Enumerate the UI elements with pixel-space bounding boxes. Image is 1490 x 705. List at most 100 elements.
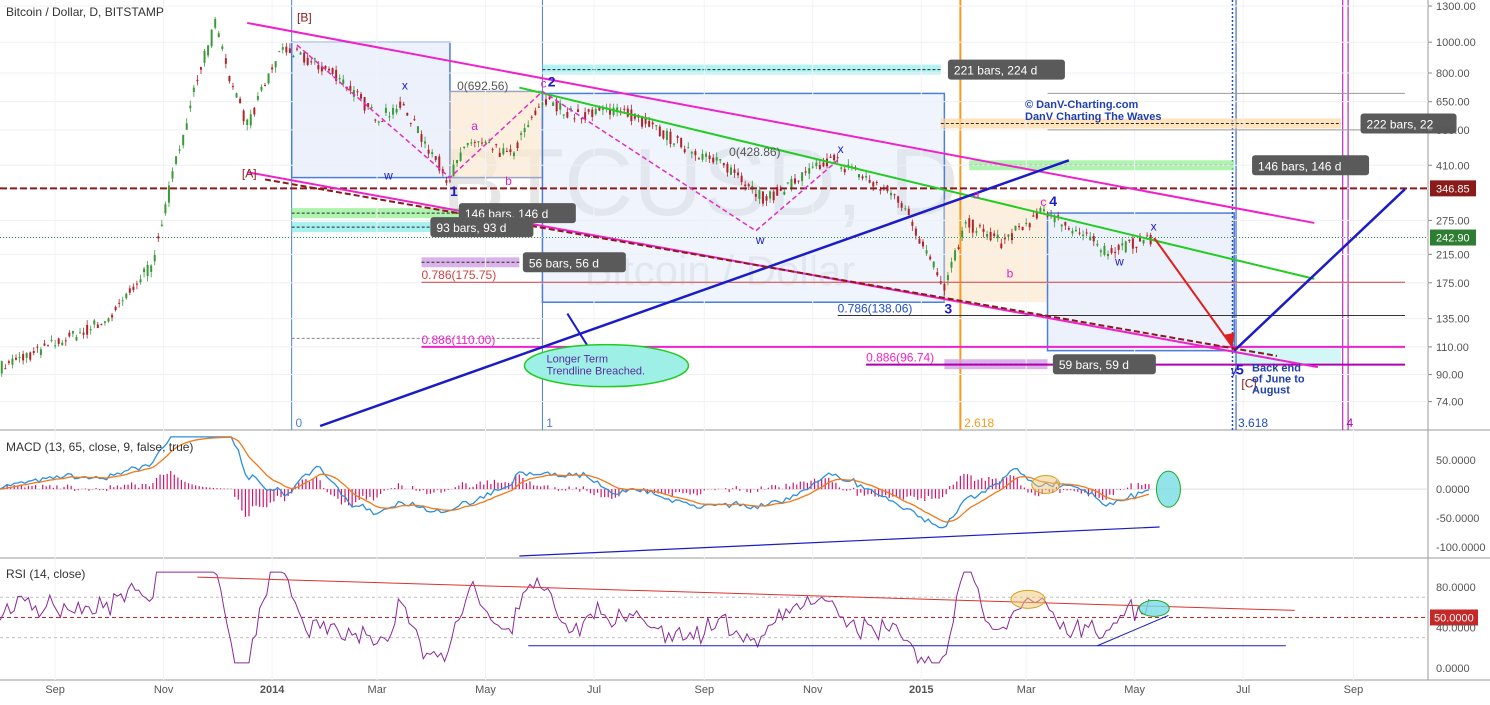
macd-tick-label: -50.0000 (1436, 513, 1479, 525)
candle-body (954, 250, 957, 261)
macd-tick-label: -100.0000 (1436, 542, 1486, 554)
candle-body (306, 57, 309, 66)
candle-body (29, 352, 32, 360)
candle-body (1131, 238, 1134, 249)
macd-highlight-1 (1031, 475, 1061, 495)
candle-body (22, 354, 25, 361)
candle-body (118, 302, 121, 304)
candle-body (1042, 209, 1045, 212)
fib-time-label-4: 4 (1347, 416, 1354, 430)
candle-body (552, 102, 555, 106)
candle-body (1078, 232, 1081, 234)
candle-body (626, 108, 629, 117)
rsi-tick-label: 40.0000 (1436, 623, 1476, 635)
y-tick-label: 275.00 (1436, 215, 1470, 227)
candle-body (676, 136, 679, 138)
candle-body (1142, 239, 1145, 244)
candle-body (922, 241, 925, 247)
candle-body (776, 187, 779, 196)
candle-body (929, 256, 932, 260)
candle-body (847, 164, 850, 167)
candle-body (388, 116, 391, 118)
candle-body (651, 122, 654, 125)
fib-time-label-2: 2.618 (964, 416, 994, 430)
fib-label-1: 0(428.86) (729, 145, 780, 159)
candle-body (402, 103, 405, 106)
candle-body (459, 152, 462, 161)
macd-highlight-2 (1155, 470, 1181, 508)
signal-line (0, 436, 1150, 523)
candle-body (562, 114, 565, 116)
candle-body (32, 351, 35, 353)
candle-body (89, 329, 92, 331)
x-tick-label: Sep (694, 684, 714, 696)
candle-body (328, 68, 331, 71)
candle-body (356, 91, 359, 93)
candle-body (1124, 241, 1127, 253)
candle-body (132, 286, 135, 291)
candle-body (566, 112, 569, 118)
candle-body (367, 103, 370, 107)
candle-body (1003, 237, 1006, 240)
candle-body (875, 181, 878, 183)
y-tick-label: 215.00 (1436, 249, 1470, 261)
wave-label-18: w (1114, 255, 1124, 269)
candle-body (801, 172, 804, 182)
candle-body (520, 133, 523, 135)
candle-body (424, 141, 427, 144)
wave-label-8: a (471, 119, 478, 133)
y-tick-label: 800.00 (1436, 68, 1470, 80)
bar-count-label: 221 bars, 224 d (954, 64, 1037, 78)
annotations: 0(692.56) 0(428.86) 0.786(175.75) 0.886(110… (242, 11, 1457, 430)
candle-body (911, 221, 914, 226)
candle-body (7, 361, 10, 363)
wave-label-7: 5 (1236, 362, 1244, 378)
candle-body (669, 131, 672, 144)
candle-body (690, 152, 693, 154)
price-tag-242 (1430, 229, 1476, 246)
callout-text: Longer Term Trendline Breached. (546, 354, 645, 378)
candle-body (4, 368, 7, 370)
candle-body (893, 194, 896, 196)
y-tick-label: 410.00 (1436, 160, 1470, 172)
candle-body (192, 87, 195, 92)
fib-label-2: 0.786(175.75) (422, 268, 497, 282)
candle-body (1139, 235, 1142, 242)
wave-label-5: 3 (944, 301, 952, 317)
candle-body (111, 314, 114, 318)
candle-body (207, 45, 210, 56)
candle-body (1060, 224, 1063, 227)
candle-body (1014, 225, 1017, 231)
candle-body (904, 208, 907, 210)
candle-body (729, 167, 732, 175)
candle-body (758, 190, 761, 200)
candle-body (1103, 245, 1106, 255)
candle-body (196, 79, 199, 81)
fib-box-orange-2 (944, 199, 1048, 303)
candle-body (1146, 235, 1149, 237)
x-tick-label: Sep (1344, 684, 1364, 696)
candle-body (1046, 215, 1049, 217)
candle-body (761, 191, 764, 204)
candle-body (1092, 236, 1095, 242)
y-tick-label: 135.00 (1436, 314, 1470, 326)
candle-body (1057, 215, 1060, 217)
y-tick-label: 650.00 (1436, 97, 1470, 109)
candle-body (861, 176, 864, 179)
candle-body (793, 178, 796, 184)
candle-body (82, 332, 85, 335)
candle-body (950, 262, 953, 268)
candle-body (210, 29, 213, 47)
candle-body (890, 192, 893, 196)
wave-label-9: b (505, 174, 512, 188)
candle-body (416, 126, 419, 133)
candle-body (783, 191, 786, 195)
candle-body (103, 321, 106, 323)
candle-body (466, 143, 469, 146)
candle-body (448, 180, 451, 182)
candle-body (249, 114, 252, 126)
candle-body (655, 125, 658, 127)
candle-body (1106, 253, 1109, 257)
candle-body (772, 191, 775, 201)
